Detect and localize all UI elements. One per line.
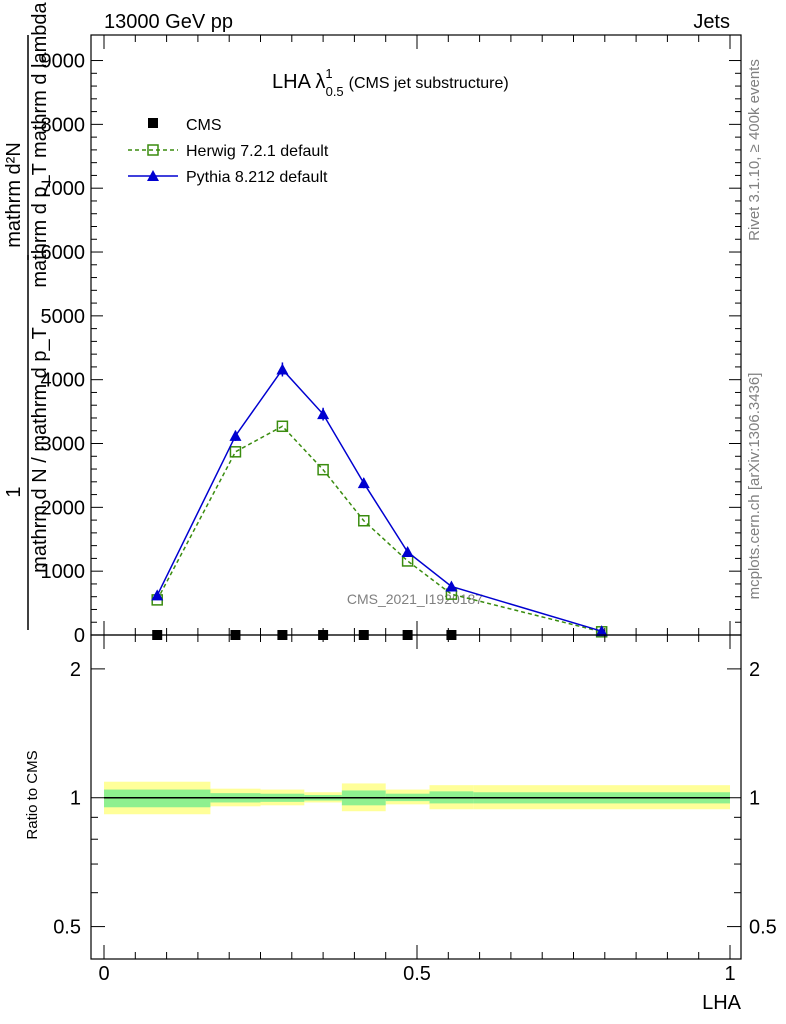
ratio-panel: 0 0.5 1 0.5 0.5 1 1 2 2 [53,634,777,985]
pythia-point-4 [357,477,370,489]
header-left: 13000 GeV pp [104,11,233,33]
ratio-y-tick-label-2: 2 [70,659,81,681]
ratio-y-tick-label-1: 1 [70,788,81,810]
ylabel-num-1: mathrm d²N [3,142,25,248]
title-sup: 1 [325,66,332,81]
pythia-point-1 [229,429,242,441]
ratio-y-tick-label-right-2: 2 [749,659,760,681]
pythia-point-2 [276,363,289,375]
ylabel-num-2: 1 [3,486,25,497]
herwig-line [156,425,602,633]
main-panel: 0 1000 2000 3000 4000 5000 6000 7000 8000 9000 [41,34,742,647]
y-tick-label-9: 9000 [41,51,86,73]
pythia-point-7 [595,625,608,637]
y-tick-label-3: 3000 [41,434,86,456]
ratio-y-tick-label-right-0: 0.5 [749,917,777,939]
title-sub: 0.5 [326,84,344,99]
pythia-point-6 [445,580,458,592]
x-tick-label-0: 0 [98,963,109,985]
y-tick-label-4: 4000 [41,370,86,392]
pythia-point-5 [401,546,414,558]
legend-herwig-label: Herwig 7.2.1 default [186,143,329,160]
watermark: CMS_2021_I1920187 [347,591,483,607]
ylabel-den-1: mathrm d p_T mathrm d lambda [29,1,51,287]
title-main: LHA λ [272,71,325,93]
y-tick-label-2: 2000 [41,497,86,519]
herwig-point-2 [276,420,289,433]
ratio-y-label: Ratio to CMS [24,750,41,839]
legend-cms-label: CMS [186,117,222,134]
ratio-y-tick-label-right-1: 1 [749,788,760,810]
x-axis-label: LHA [702,992,742,1014]
legend: CMS Herwig 7.2.1 default Pythia 8.212 de… [128,117,329,186]
chart-title: LHA λ1 0.5 (CMS jet substructure) [272,66,509,99]
y-tick-label-0: 0 [74,625,85,647]
pythia-line [156,368,602,632]
ylabel-den-2: mathrm d N / mathrm d p_T [29,327,51,573]
title-suffix: (CMS jet substructure) [349,75,509,92]
y-tick-label-7: 7000 [41,178,86,200]
y-tick-label-6: 6000 [41,242,86,264]
legend-herwig-marker [147,144,159,156]
ratio-y-tick-label-0: 0.5 [53,917,81,939]
legend-cms-marker [148,118,158,128]
ratio-frame [90,634,742,960]
legend-pythia-marker [147,170,159,181]
main-y-label: mathrm d²N mathrm d p_T mathrm d lambda … [3,1,51,630]
herwig-point-1 [229,446,242,458]
pythia-point-0 [151,589,164,601]
header-right: Jets [693,11,730,33]
y-tick-label-5: 5000 [41,306,86,328]
y-tick-label-1: 1000 [41,561,86,583]
pythia-point-3 [317,408,330,420]
herwig-point-3 [317,463,329,476]
x-tick-label-1: 0.5 [403,963,431,985]
herwig-point-4 [358,514,370,527]
legend-pythia-label: Pythia 8.212 default [186,169,328,186]
mcplots-label: mcplots.cern.ch [arXiv:1306.3436] [746,373,763,600]
x-tick-label-2: 1 [724,963,735,985]
rivet-label: Rivet 3.1.10, ≥ 400k events [746,59,763,241]
y-tick-label-8: 8000 [41,114,86,136]
